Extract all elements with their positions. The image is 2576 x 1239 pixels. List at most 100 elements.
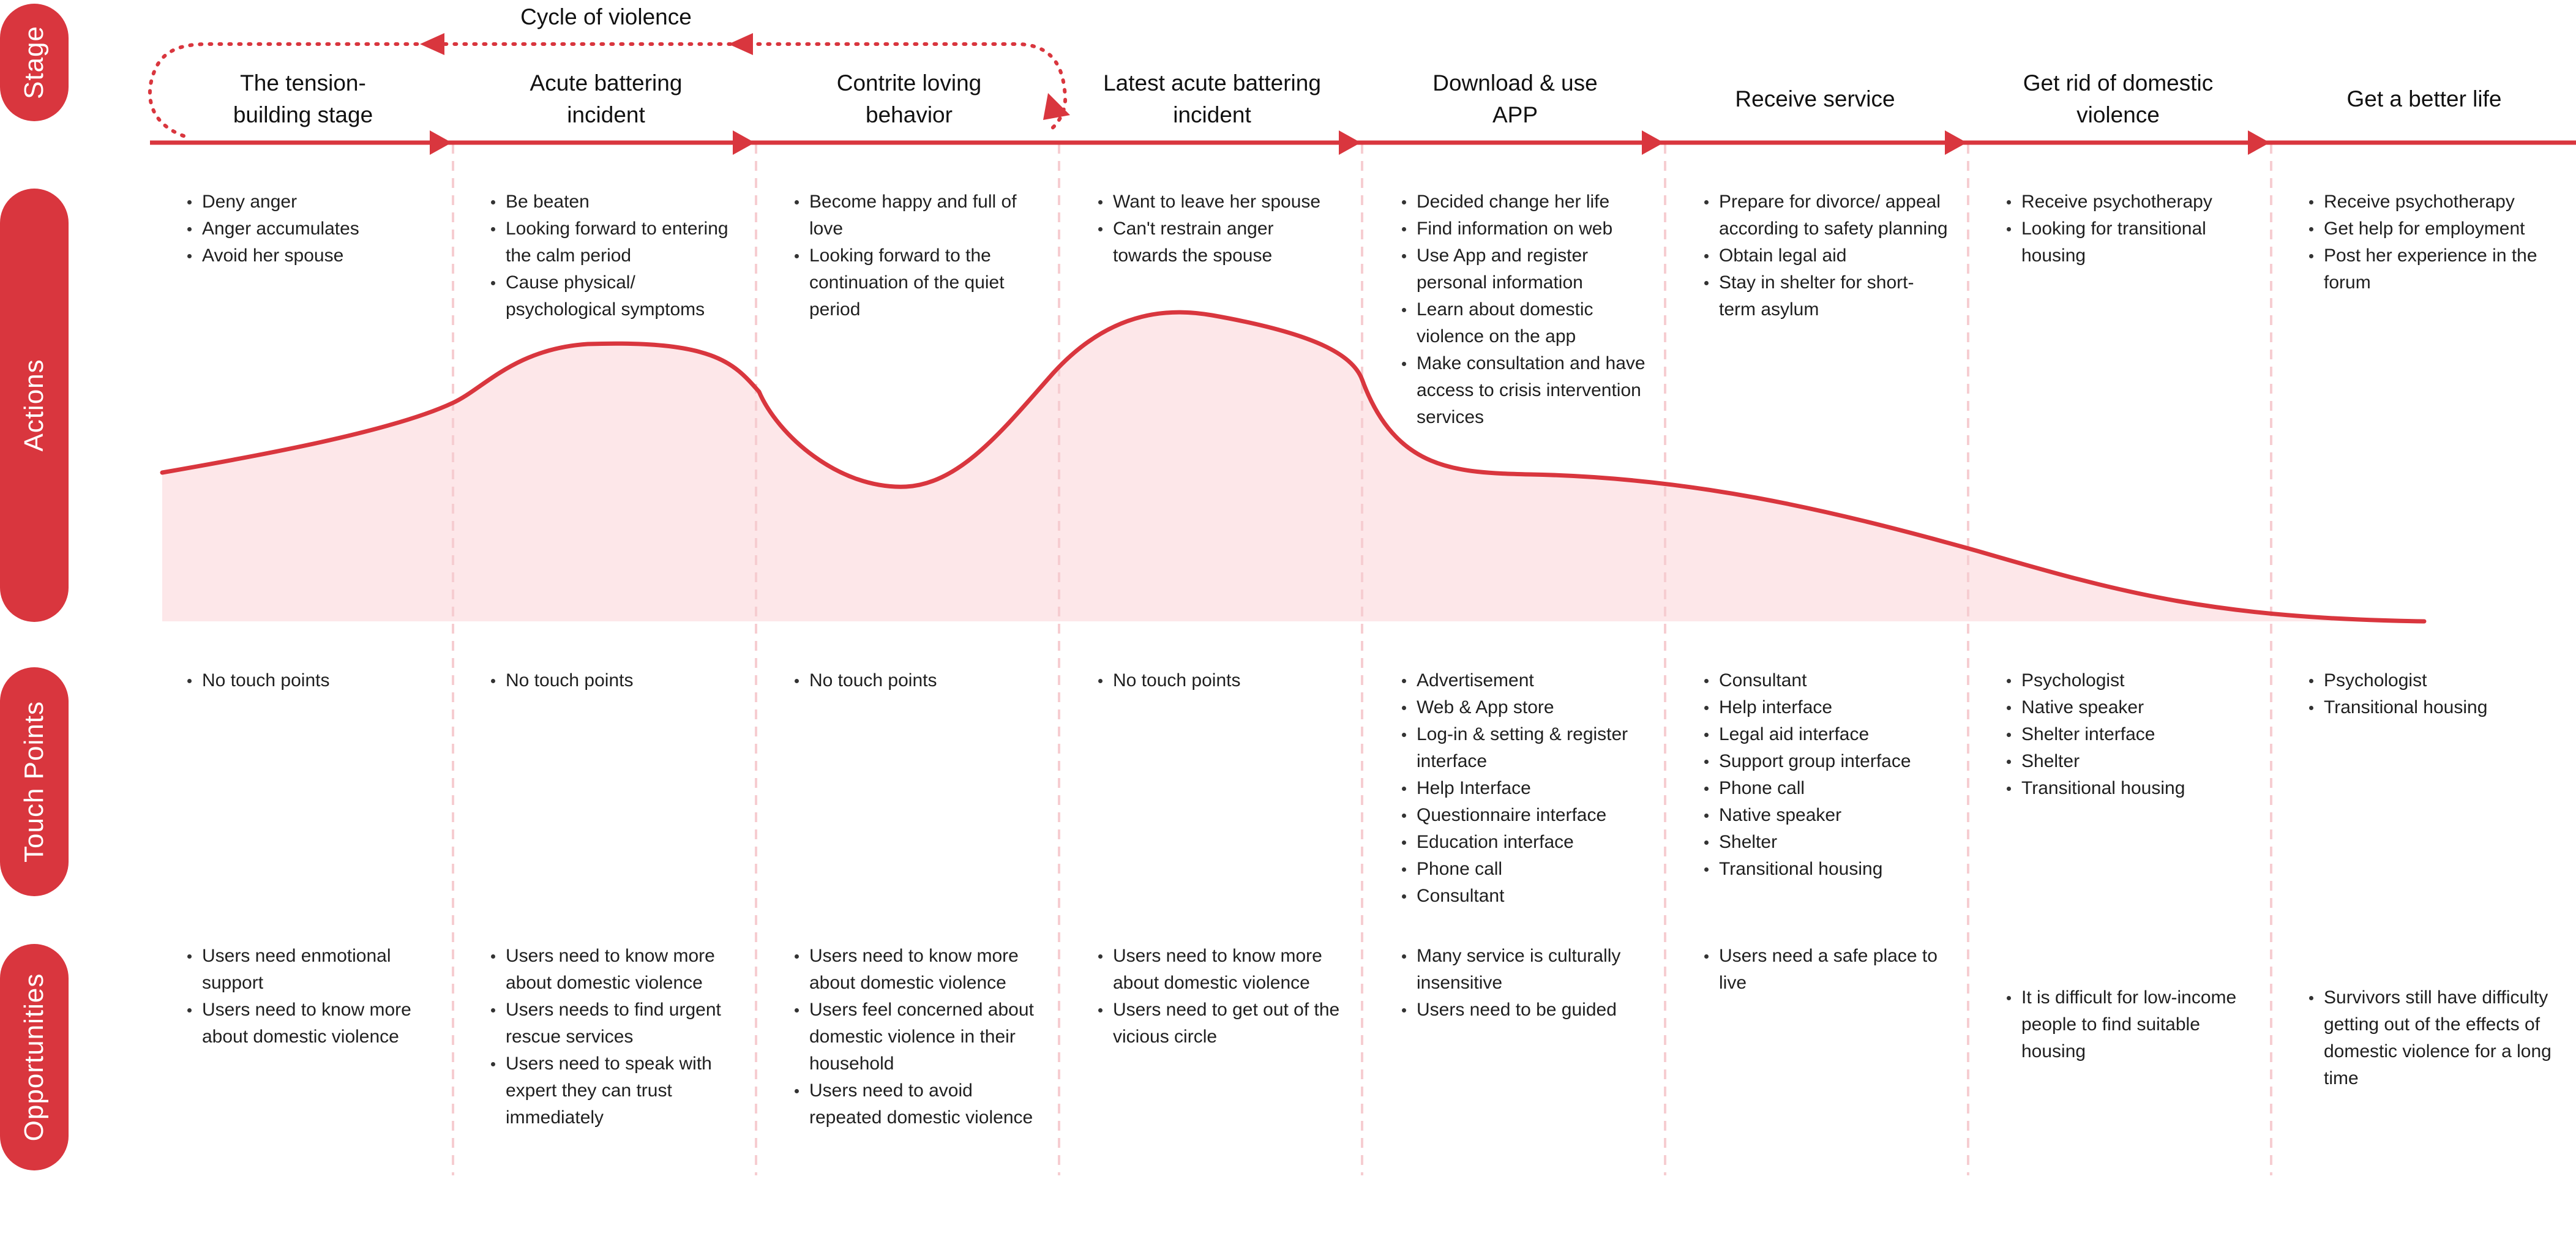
list-item: Can't restrain anger towards the spouse: [1097, 215, 1342, 269]
stage-title-1: The tension-building stage: [233, 70, 373, 127]
touch-points-list-1: No touch points: [186, 667, 431, 694]
list-item: Native speaker: [1703, 802, 1948, 829]
list-item: No touch points: [490, 667, 735, 694]
opportunities-list-3: Users need to know more about domestic v…: [793, 943, 1038, 1131]
opportunities-list-7: It is difficult for low-income people to…: [2005, 984, 2250, 1065]
list-item: Users need a safe place to live: [1703, 943, 1948, 997]
list-item: Use App and register personal informatio…: [1401, 242, 1646, 296]
arrowhead-5: [1945, 130, 1967, 155]
arrowhead-3: [1339, 130, 1361, 155]
list-item: No touch points: [186, 667, 431, 694]
arrowhead-2: [733, 130, 755, 155]
list-item: Web & App store: [1401, 694, 1652, 721]
list-item: Prepare for divorce/ appeal according to…: [1703, 189, 1948, 242]
list-item: Shelter: [1703, 829, 1948, 856]
list-item: Users need to avoid repeated domestic vi…: [793, 1077, 1038, 1131]
row-label-touch-points: Touch Points: [0, 667, 69, 896]
actions-list-4: Want to leave her spouse Can't restrain a…: [1097, 189, 1342, 269]
row-label-opportunities-text: Opportunities: [19, 973, 49, 1142]
actions-list-7: Receive psychotherapy Looking for transit…: [2005, 189, 2250, 269]
arrowhead-1: [430, 130, 452, 155]
list-item: Consultant: [1401, 883, 1652, 910]
list-item: Legal aid interface: [1703, 721, 1948, 748]
list-item: Survivors still have difficulty getting …: [2308, 984, 2553, 1092]
list-item: Users need to know more about domestic v…: [793, 943, 1038, 997]
list-item: Anger accumulates: [186, 215, 431, 242]
list-item: Shelter interface: [2005, 721, 2250, 748]
list-item: Consultant: [1703, 667, 1948, 694]
touch-points-list-4: No touch points: [1097, 667, 1342, 694]
list-item: Phone call: [1703, 775, 1948, 802]
stage-title-8: Get a better life: [2346, 86, 2502, 111]
list-item: Find information on web: [1401, 215, 1646, 242]
list-item: Post her experience in the forum: [2308, 242, 2565, 296]
cycle-arrowhead-2: [728, 33, 753, 55]
touch-points-list-2: No touch points: [490, 667, 735, 694]
touch-points-list-3: No touch points: [793, 667, 1038, 694]
timeline-arrowheads: [430, 130, 2270, 155]
list-item: No touch points: [793, 667, 1038, 694]
stage-title-3: Contrite loving behavior: [836, 70, 982, 127]
row-label-actions: Actions: [0, 189, 69, 622]
stage-title-2: Acute battering incident: [530, 70, 683, 127]
opportunities-list-6: Users need a safe place to live: [1703, 943, 1948, 997]
stage-title-6: Receive service: [1735, 86, 1895, 111]
list-item: Cause physical/ psychological symptoms: [490, 269, 747, 323]
cycle-arrowheads: [420, 33, 1070, 120]
opportunities-list-1: Users need enmotional support Users need …: [186, 943, 431, 1050]
row-label-actions-text: Actions: [19, 359, 49, 452]
list-item: Users need enmotional support: [186, 943, 431, 997]
list-item: Avoid her spouse: [186, 242, 431, 269]
actions-list-6: Prepare for divorce/ appeal according to…: [1703, 189, 1948, 323]
opportunities-list-4: Users need to know more about domestic v…: [1097, 943, 1342, 1050]
list-item: Psychologist: [2005, 667, 2250, 694]
actions-list-2: Be beaten Looking forward to entering the…: [490, 189, 747, 323]
list-item: Receive psychotherapy: [2308, 189, 2565, 215]
actions-list-8: Receive psychotherapy Get help for employ…: [2308, 189, 2565, 296]
list-item: Advertisement: [1401, 667, 1652, 694]
emotion-curve-line: [160, 310, 2427, 624]
list-item: Users need to get out of the vicious cir…: [1097, 997, 1342, 1050]
actions-list-1: Deny anger Anger accumulates Avoid her spo…: [186, 189, 431, 269]
list-item: Users need to know more about domestic v…: [186, 997, 431, 1050]
cycle-arrowhead-1: [420, 33, 444, 55]
actions-list-3: Become happy and full of love Looking for…: [793, 189, 1038, 323]
row-label-stage-text: Stage: [19, 26, 49, 99]
row-label-touch-points-text: Touch Points: [19, 701, 49, 863]
list-item: Transitional housing: [2005, 775, 2250, 802]
list-item: Users need to speak with expert they can…: [490, 1050, 741, 1131]
list-item: Help interface: [1703, 694, 1948, 721]
list-item: Users need to be guided: [1401, 997, 1652, 1024]
list-item: Get help for employment: [2308, 215, 2565, 242]
stage-title-4: Latest acute battering incident: [1103, 70, 1321, 127]
arrowhead-6: [2248, 130, 2270, 155]
touch-points-list-8: Psychologist Transitional housing: [2308, 667, 2553, 721]
list-item: Help Interface: [1401, 775, 1652, 802]
list-item: No touch points: [1097, 667, 1342, 694]
list-item: Transitional housing: [2308, 694, 2553, 721]
list-item: Become happy and full of love: [793, 189, 1038, 242]
list-item: Deny anger: [186, 189, 431, 215]
list-item: Support group interface: [1703, 748, 1948, 775]
list-item: Education interface: [1401, 829, 1652, 856]
list-item: Obtain legal aid: [1703, 242, 1948, 269]
list-item: It is difficult for low-income people to…: [2005, 984, 2250, 1065]
list-item: Be beaten: [490, 189, 747, 215]
list-item: Users need to know more about domestic v…: [490, 943, 741, 997]
list-item: Make consultation and have access to cri…: [1401, 350, 1646, 431]
list-item: Users needs to find urgent rescue servic…: [490, 997, 741, 1050]
touch-points-list-7: Psychologist Native speaker Shelter interf…: [2005, 667, 2250, 802]
row-label-stage: Stage: [0, 4, 69, 121]
row-label-opportunities: Opportunities: [0, 944, 69, 1170]
list-item: Users feel concerned about domestic viol…: [793, 997, 1038, 1077]
list-item: Decided change her life: [1401, 189, 1646, 215]
cycle-loop-path: [148, 42, 1068, 138]
cycle-arrowhead-3: [1043, 93, 1070, 120]
touch-points-list-5: Advertisement Web & App store Log-in & set…: [1401, 667, 1652, 910]
list-item: Want to leave her spouse: [1097, 189, 1342, 215]
stage-title-7: Get rid of domestic violence: [2023, 70, 2214, 127]
list-item: Many service is culturally insensitive: [1401, 943, 1652, 997]
list-item: Questionnaire interface: [1401, 802, 1652, 829]
